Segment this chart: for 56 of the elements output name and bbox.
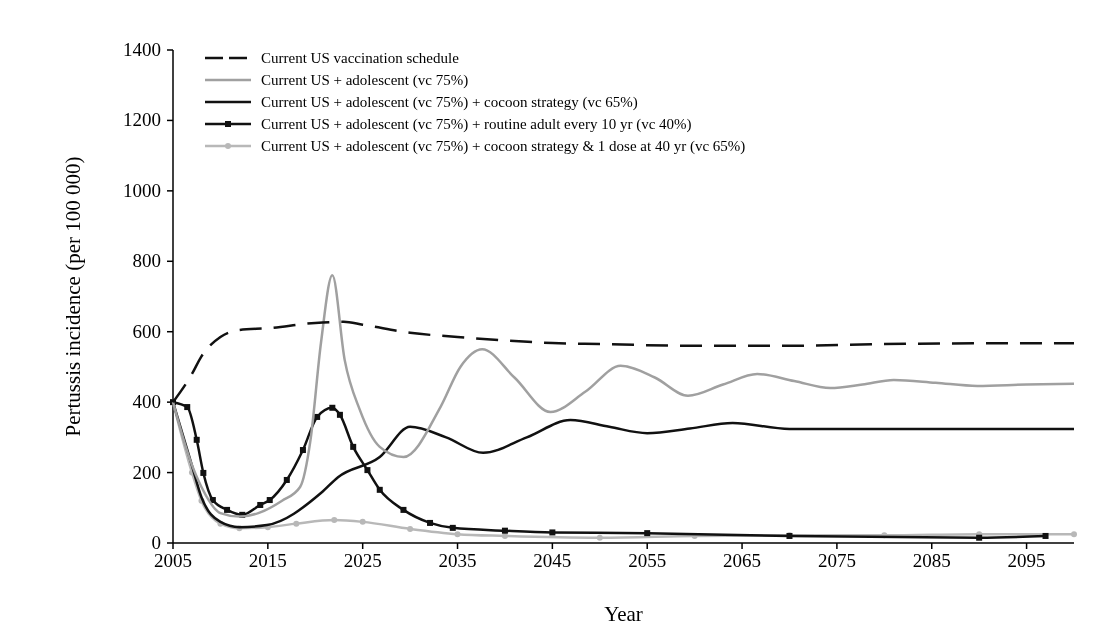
- point: [314, 413, 321, 420]
- point: [427, 519, 434, 526]
- point: [329, 404, 336, 411]
- point: [376, 486, 383, 493]
- point: [200, 469, 207, 476]
- point: [454, 531, 461, 538]
- point: [209, 497, 216, 504]
- y-tick-label: 0: [151, 532, 161, 553]
- legend-label: Current US vaccination schedule: [261, 50, 460, 66]
- point: [193, 436, 200, 443]
- point: [364, 467, 371, 474]
- point: [596, 534, 603, 541]
- point: [293, 520, 300, 527]
- point: [501, 532, 508, 539]
- x-tick-label: 2085: [912, 550, 951, 571]
- x-axis-title: Year: [604, 602, 643, 626]
- point: [644, 530, 651, 537]
- legend-label: Current US + adolescent (vc 75%): [261, 72, 469, 89]
- point: [359, 518, 366, 525]
- point: [549, 529, 556, 536]
- point: [299, 447, 306, 454]
- x-tick-label: 2055: [628, 550, 667, 571]
- y-tick-label: 600: [132, 320, 161, 342]
- point: [184, 404, 191, 411]
- legend-label: Current US + adolescent (vc 75%) + cocoon strategy (vc 65%): [261, 94, 638, 111]
- point: [283, 476, 290, 483]
- x-tick-label: 2095: [1007, 550, 1046, 571]
- point: [331, 517, 338, 524]
- legend-label: Current US + adolescent (vc 75%) + cocoon strategy & 1 dose at 40 yr (vc 65%): [261, 138, 746, 155]
- point: [407, 525, 414, 532]
- point: [501, 527, 508, 534]
- point: [400, 506, 407, 513]
- y-tick-label: 200: [132, 461, 161, 483]
- y-axis-title: Pertussis incidence (per 100 000): [61, 156, 85, 437]
- x-tick-label: 2005: [154, 550, 192, 571]
- y-tick-label: 1000: [123, 179, 161, 201]
- point: [1042, 532, 1049, 539]
- y-tick-label: 1400: [123, 39, 161, 60]
- x-tick-label: 2065: [723, 550, 762, 571]
- point: [350, 443, 357, 450]
- point: [336, 411, 343, 418]
- point: [1071, 531, 1077, 538]
- x-tick-label: 2075: [817, 550, 856, 571]
- y-tick-label: 800: [132, 250, 161, 272]
- point: [257, 501, 264, 508]
- legend-label: Current US + adolescent (vc 75%) + routine adult every 10 yr (vc 40%): [261, 116, 692, 133]
- x-tick-label: 2045: [533, 550, 572, 571]
- x-tick-label: 2025: [343, 550, 382, 571]
- x-tick-label: 2035: [438, 550, 477, 571]
- y-tick-label: 1200: [123, 109, 161, 131]
- y-tick-label: 400: [132, 391, 161, 413]
- x-tick-label: 2015: [248, 550, 287, 571]
- point: [449, 524, 456, 531]
- point: [266, 497, 273, 504]
- line-series: [171, 274, 1076, 518]
- point: [224, 506, 231, 513]
